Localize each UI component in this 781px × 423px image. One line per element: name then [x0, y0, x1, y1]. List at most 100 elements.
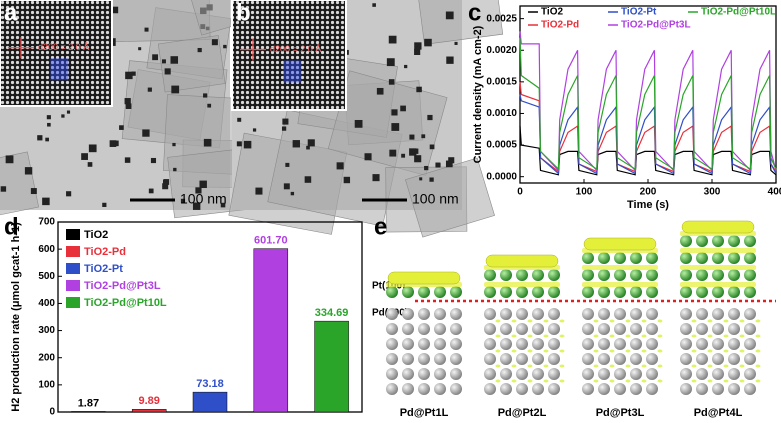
legend-swatch [66, 280, 80, 291]
pt-atom [532, 269, 544, 281]
inset-text: d200 = 2.0 Å [38, 42, 89, 52]
pd-atom [646, 353, 658, 365]
x-tick-label: 400 [768, 187, 781, 198]
nanocube [292, 140, 300, 148]
pt-atom [696, 235, 708, 247]
legend-label: TiO2-Pd@Pt10L [701, 7, 776, 18]
pt-atom [598, 269, 610, 281]
bar [192, 391, 228, 413]
nanocube [424, 165, 429, 171]
nanocube [87, 162, 93, 167]
charge-density [755, 349, 761, 353]
pt-atom [680, 252, 692, 264]
charge-density [755, 364, 761, 368]
pd-atom [630, 323, 642, 335]
charge-density [723, 319, 729, 323]
pd-atom [532, 353, 544, 365]
pd-atom [418, 383, 430, 395]
charge-density [723, 364, 729, 368]
y-axis-label: Current density (mA cm-2) [472, 25, 484, 163]
legend-label: TiO2-Pt [84, 263, 123, 275]
nanocube [173, 167, 177, 172]
bar [253, 248, 289, 413]
nanocube [386, 58, 395, 67]
charge-density [681, 220, 755, 234]
charge-density [593, 334, 599, 338]
nanocube [343, 176, 351, 184]
charge-density [593, 379, 599, 383]
pt-atom [598, 286, 610, 298]
charge-density [707, 334, 713, 338]
nanocube [414, 48, 421, 56]
nanosheet [0, 151, 40, 222]
charge-density [527, 334, 533, 338]
nanocube [429, 144, 435, 150]
pd-atom [680, 383, 692, 395]
nanocube [124, 157, 131, 163]
charge-density [739, 349, 745, 353]
pt-atom [516, 269, 528, 281]
nanocube [401, 153, 406, 158]
y-tick-label: 0.0015 [486, 76, 517, 87]
nanocube [354, 119, 363, 128]
nanocube [180, 198, 186, 203]
pt-atom [434, 286, 446, 298]
legend-swatch [66, 297, 80, 308]
pd-atom [712, 323, 724, 335]
pt-atom [484, 269, 496, 281]
pd-atom [582, 323, 594, 335]
pd-atom [500, 353, 512, 365]
legend-label: TiO2-Pd [541, 20, 579, 31]
value-label: 334.69 [315, 307, 349, 319]
pd-atom [484, 308, 496, 320]
bar [314, 320, 349, 413]
charge-density [657, 364, 663, 368]
nanocube [192, 202, 201, 210]
pd-atom [614, 308, 626, 320]
line-series [519, 31, 777, 172]
nanocube [237, 117, 242, 122]
nanocube [125, 103, 132, 109]
pd-atom [630, 368, 642, 380]
nanocube [203, 138, 212, 147]
scale-bar-label: 100 nm [412, 191, 459, 207]
legend-swatch [66, 229, 80, 240]
charge-density [559, 364, 565, 368]
line-series [519, 126, 777, 176]
charge-density [559, 334, 565, 338]
pd-atom [744, 368, 756, 380]
pd-atom [680, 323, 692, 335]
nanocube [131, 71, 136, 76]
pd-atom [516, 323, 528, 335]
x-tick-label: 0 [517, 187, 523, 198]
pt-atom [582, 252, 594, 264]
nanocube [236, 141, 242, 147]
pd-atom [418, 308, 430, 320]
pd-atom [484, 323, 496, 335]
pd-atom [646, 338, 658, 350]
scale-bar-label: 100 nm [180, 191, 227, 207]
nanosheet [416, 0, 504, 45]
nanocube [142, 129, 150, 137]
pd-atom [646, 323, 658, 335]
pd-atom [386, 323, 398, 335]
charge-density [657, 334, 663, 338]
value-label: 1.87 [78, 397, 99, 409]
pd-atom [646, 383, 658, 395]
nanocube [419, 177, 423, 181]
charge-density [691, 349, 697, 353]
nanocube [45, 137, 49, 142]
pd-atom [484, 353, 496, 365]
charge-density [511, 349, 517, 353]
nanocube [388, 79, 395, 85]
nanocube [255, 187, 263, 195]
pd-atom [548, 353, 560, 365]
pd-atom [696, 308, 708, 320]
nanocube [252, 128, 257, 132]
pd-atom [434, 308, 446, 320]
pt-atom [614, 269, 626, 281]
pd-atom [516, 308, 528, 320]
charge-density [657, 319, 663, 323]
pd-atom [614, 368, 626, 380]
nanocube [388, 35, 397, 44]
